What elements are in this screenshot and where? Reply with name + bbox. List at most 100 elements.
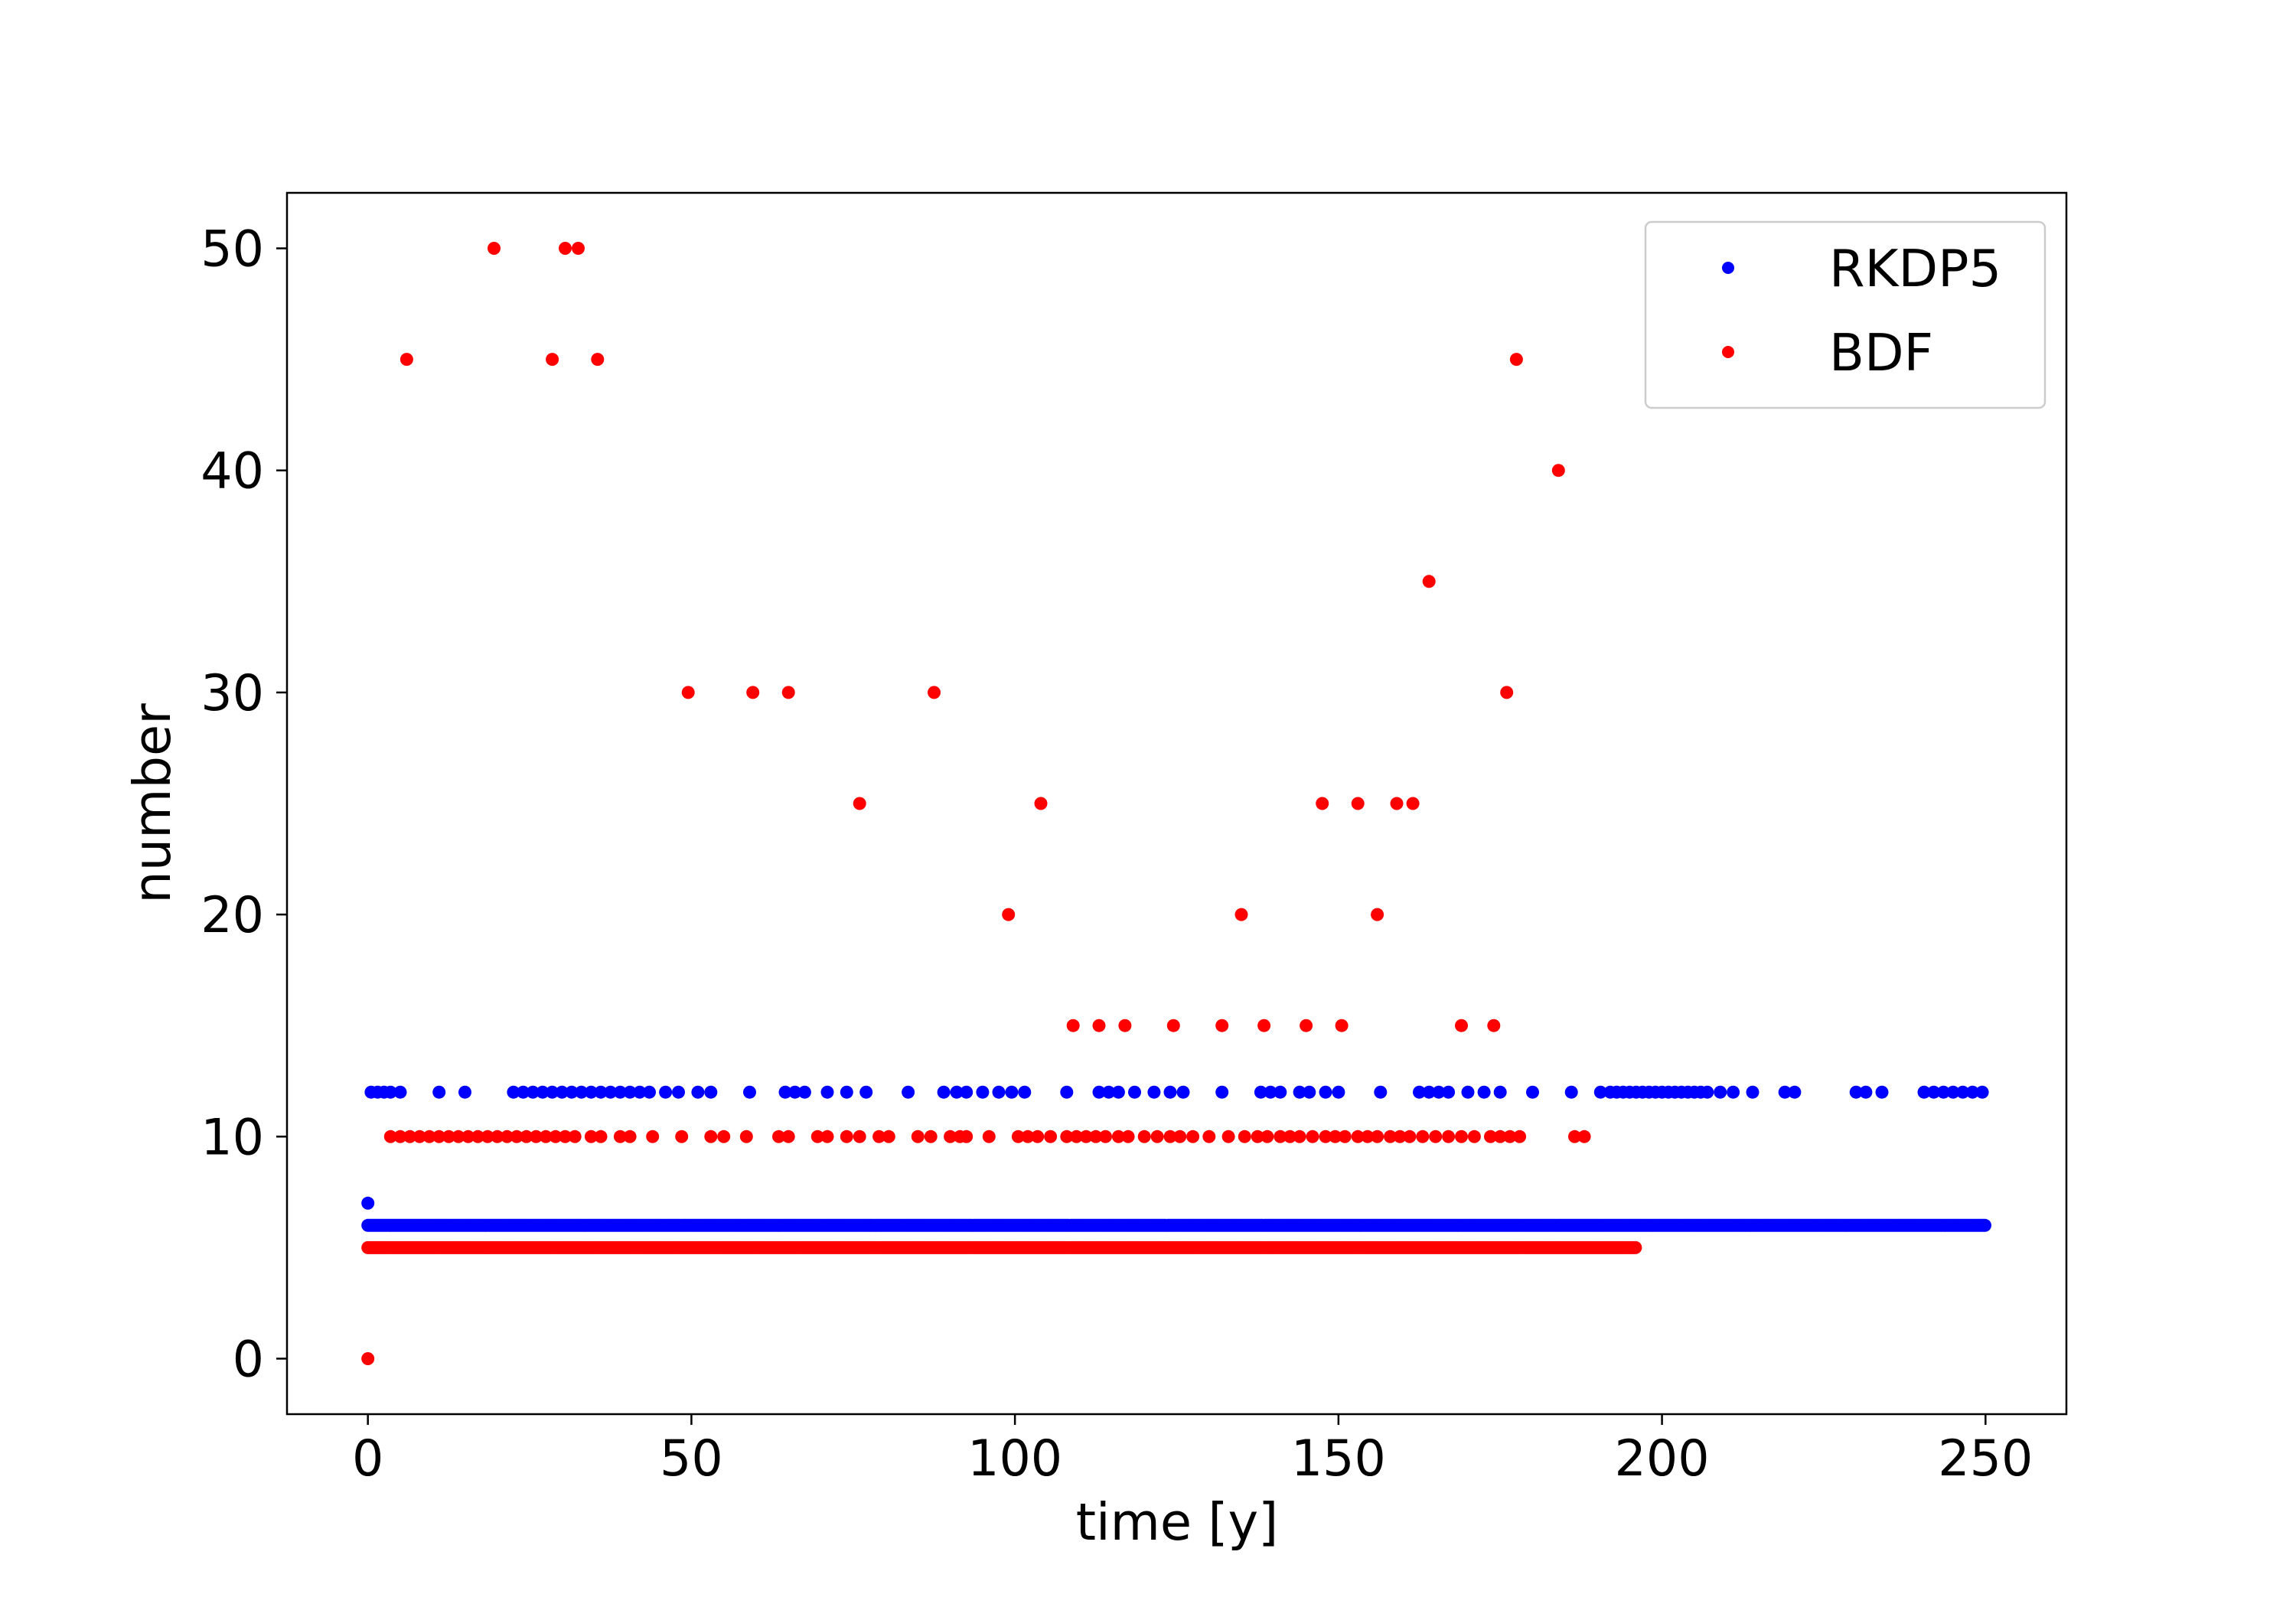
point-bdf bbox=[461, 1129, 475, 1143]
point-rkdp5 bbox=[1701, 1085, 1714, 1099]
point-bdf bbox=[1221, 1129, 1235, 1143]
point-bdf bbox=[944, 1129, 957, 1143]
point-rkdp5 bbox=[1849, 1085, 1863, 1099]
point-bdf bbox=[1329, 1129, 1342, 1143]
point-rkdp5 bbox=[604, 1085, 618, 1099]
point-bdf bbox=[1293, 1129, 1306, 1143]
point-rkdp5 bbox=[1293, 1085, 1306, 1099]
point-bdf bbox=[501, 1129, 514, 1143]
point-bdf bbox=[853, 1129, 866, 1143]
point-bdf bbox=[1166, 1019, 1180, 1032]
point-rkdp5 bbox=[1111, 1085, 1125, 1099]
point-bdf bbox=[1163, 1129, 1177, 1143]
point-rkdp5 bbox=[976, 1085, 990, 1099]
point-rkdp5 bbox=[1936, 1085, 1950, 1099]
point-bdf bbox=[1429, 1129, 1443, 1143]
point-bdf bbox=[559, 1129, 572, 1143]
legend-marker-bdf bbox=[1722, 346, 1734, 358]
point-bdf bbox=[584, 1129, 598, 1143]
point-bdf bbox=[1274, 1129, 1287, 1143]
point-bdf bbox=[383, 1129, 397, 1143]
y-axis: 0 10 20 30 40 50 bbox=[201, 221, 287, 1388]
point-bdf bbox=[1031, 1129, 1045, 1143]
point-bdf bbox=[403, 1129, 417, 1143]
point-bdf bbox=[1034, 797, 1048, 810]
point-bdf bbox=[1044, 1129, 1058, 1143]
point-rkdp5 bbox=[517, 1085, 530, 1099]
point-bdf bbox=[1513, 1129, 1527, 1143]
point-rkdp5 bbox=[1746, 1085, 1760, 1099]
point-bdf bbox=[594, 1129, 608, 1143]
point-rkdp5 bbox=[1965, 1085, 1979, 1099]
point-bdf bbox=[1335, 1019, 1349, 1032]
point-bdf bbox=[1384, 1129, 1397, 1143]
legend-marker-rkdp5 bbox=[1722, 262, 1734, 274]
plot-frame bbox=[285, 191, 2068, 1416]
point-bdf bbox=[924, 1129, 938, 1143]
point-rkdp5 bbox=[613, 1085, 627, 1099]
point-rkdp5 bbox=[937, 1085, 951, 1099]
point-bdf bbox=[1577, 1129, 1591, 1143]
x-axis: 0 50 100 150 200 250 bbox=[352, 1414, 2033, 1488]
point-bdf bbox=[1393, 1129, 1407, 1143]
legend-label-rkdp5: RKDP5 bbox=[1829, 239, 2001, 298]
point-bdf bbox=[1021, 1129, 1035, 1143]
point-bdf bbox=[646, 1129, 660, 1143]
point-rkdp5 bbox=[1956, 1085, 1970, 1099]
point-bdf bbox=[1568, 1129, 1581, 1143]
point-bdf bbox=[432, 1129, 446, 1143]
point-rkdp5 bbox=[1092, 1085, 1106, 1099]
y-tick-label: 20 bbox=[201, 887, 264, 944]
point-bdf bbox=[1503, 1129, 1517, 1143]
point-rkdp5 bbox=[659, 1085, 673, 1099]
point-rkdp5 bbox=[1975, 1085, 1989, 1099]
point-bdf bbox=[1306, 1129, 1319, 1143]
point-bdf bbox=[1406, 797, 1420, 810]
x-tick-label: 50 bbox=[660, 1430, 723, 1488]
point-bdf bbox=[510, 1129, 523, 1143]
point-bdf bbox=[400, 353, 413, 367]
point-bdf bbox=[520, 1129, 533, 1143]
point-bdf bbox=[1338, 1129, 1352, 1143]
point-rkdp5 bbox=[797, 1085, 811, 1099]
point-rkdp5 bbox=[1215, 1085, 1229, 1099]
point-bdf bbox=[422, 1129, 436, 1143]
y-tick-label: 10 bbox=[201, 1109, 264, 1166]
point-bdf bbox=[530, 1129, 543, 1143]
point-rkdp5 bbox=[1727, 1085, 1740, 1099]
point-bdf bbox=[781, 686, 795, 699]
point-rkdp5 bbox=[1374, 1085, 1388, 1099]
point-bdf bbox=[452, 1129, 465, 1143]
point-bdf bbox=[1390, 797, 1404, 810]
point-rkdp5 bbox=[691, 1085, 705, 1099]
point-bdf bbox=[613, 1129, 627, 1143]
point-rkdp5 bbox=[575, 1085, 589, 1099]
point-bdf bbox=[1551, 464, 1565, 478]
point-rkdp5 bbox=[1147, 1085, 1161, 1099]
point-bdf bbox=[1361, 1129, 1375, 1143]
point-bdf bbox=[1422, 575, 1436, 588]
point-rkdp5 bbox=[393, 1085, 407, 1099]
point-rkdp5 bbox=[507, 1085, 520, 1099]
point-bdf bbox=[1351, 1129, 1365, 1143]
point-bdf bbox=[1484, 1129, 1497, 1143]
point-rkdp5 bbox=[361, 1196, 375, 1210]
point-rkdp5 bbox=[1564, 1085, 1578, 1099]
point-rkdp5 bbox=[1264, 1085, 1277, 1099]
legend-box bbox=[1644, 220, 2047, 409]
point-rkdp5 bbox=[1875, 1085, 1889, 1099]
y-tick-label: 40 bbox=[201, 443, 264, 500]
point-rkdp5 bbox=[1493, 1085, 1507, 1099]
point-bdf bbox=[911, 1129, 925, 1143]
point-rkdp5 bbox=[1461, 1085, 1475, 1099]
point-bdf bbox=[781, 1129, 795, 1143]
point-bdf bbox=[481, 1129, 494, 1143]
point-bdf bbox=[1467, 1129, 1481, 1143]
point-rkdp5 bbox=[1927, 1085, 1941, 1099]
point-bdf bbox=[675, 1129, 689, 1143]
point-rkdp5 bbox=[383, 1085, 397, 1099]
point-rkdp5 bbox=[594, 1085, 608, 1099]
point-bdf bbox=[1215, 1019, 1229, 1032]
point-rkdp5 bbox=[584, 1085, 598, 1099]
point-rkdp5 bbox=[1018, 1085, 1032, 1099]
